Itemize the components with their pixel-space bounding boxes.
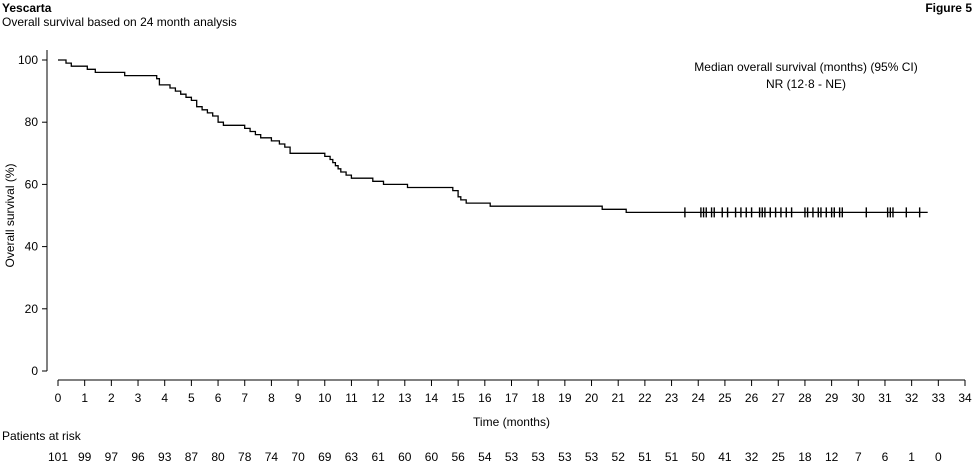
x-tick-label: 17 <box>505 391 519 405</box>
x-axis-title: Time (months) <box>473 415 550 429</box>
x-tick-label: 28 <box>798 391 812 405</box>
risk-count: 25 <box>772 450 786 464</box>
risk-count: 18 <box>798 450 812 464</box>
risk-count: 63 <box>345 450 359 464</box>
x-tick-label: 15 <box>451 391 465 405</box>
x-tick-label: 11 <box>345 391 358 405</box>
y-axis-title: Overall survival (%) <box>3 163 17 267</box>
risk-count: 70 <box>291 450 305 464</box>
x-tick-label: 4 <box>161 391 168 405</box>
median-os-value: NR (12·8 - NE) <box>766 77 846 91</box>
risk-count: 60 <box>425 450 439 464</box>
y-tick-label: 20 <box>25 302 39 316</box>
risk-count: 52 <box>612 450 626 464</box>
y-tick-label: 40 <box>25 240 39 254</box>
x-tick-label: 26 <box>745 391 759 405</box>
risk-count: 53 <box>558 450 572 464</box>
risk-count: 53 <box>585 450 599 464</box>
figure-label: Figure 5 <box>925 1 972 15</box>
x-tick-label: 18 <box>531 391 545 405</box>
risk-count: 99 <box>78 450 92 464</box>
x-tick-label: 2 <box>108 391 115 405</box>
x-tick-label: 14 <box>425 391 439 405</box>
x-tick-label: 0 <box>55 391 62 405</box>
x-tick-label: 30 <box>852 391 866 405</box>
y-tick-label: 100 <box>18 53 38 67</box>
risk-count: 32 <box>745 450 759 464</box>
x-tick-label: 20 <box>585 391 599 405</box>
median-os-label: Median overall survival (months) (95% CI… <box>694 60 917 74</box>
risk-count: 74 <box>265 450 279 464</box>
x-tick-label: 25 <box>718 391 732 405</box>
x-tick-label: 3 <box>135 391 142 405</box>
x-tick-label: 10 <box>318 391 332 405</box>
risk-count: 12 <box>825 450 839 464</box>
risk-count: 87 <box>185 450 199 464</box>
risk-count: 0 <box>935 450 942 464</box>
x-tick-label: 1 <box>81 391 88 405</box>
x-tick-label: 16 <box>478 391 492 405</box>
x-tick-label: 27 <box>772 391 786 405</box>
risk-count: 41 <box>718 450 732 464</box>
product-name: Yescarta <box>2 1 52 15</box>
x-tick-label: 12 <box>371 391 385 405</box>
risk-count: 69 <box>318 450 332 464</box>
risk-count: 80 <box>211 450 225 464</box>
x-tick-label: 6 <box>215 391 222 405</box>
x-tick-label: 19 <box>558 391 572 405</box>
x-tick-label: 8 <box>268 391 275 405</box>
x-tick-label: 13 <box>398 391 412 405</box>
risk-count: 93 <box>158 450 172 464</box>
risk-table-label: Patients at risk <box>2 429 82 443</box>
x-tick-label: 5 <box>188 391 195 405</box>
x-tick-label: 31 <box>878 391 892 405</box>
y-tick-label: 0 <box>31 364 38 378</box>
risk-count: 56 <box>451 450 465 464</box>
x-tick-label: 23 <box>665 391 679 405</box>
x-tick-label: 24 <box>692 391 706 405</box>
risk-count: 1 <box>908 450 915 464</box>
risk-count: 78 <box>238 450 252 464</box>
x-tick-label: 22 <box>638 391 652 405</box>
x-tick-label: 34 <box>958 391 972 405</box>
risk-count: 50 <box>692 450 706 464</box>
risk-count: 53 <box>505 450 519 464</box>
x-tick-label: 9 <box>295 391 302 405</box>
risk-count: 7 <box>855 450 862 464</box>
risk-count: 51 <box>665 450 679 464</box>
x-tick-label: 29 <box>825 391 839 405</box>
risk-count: 53 <box>531 450 545 464</box>
x-tick-label: 7 <box>241 391 248 405</box>
risk-count: 6 <box>882 450 889 464</box>
x-tick-label: 33 <box>932 391 946 405</box>
x-tick-label: 21 <box>612 391 626 405</box>
y-tick-label: 80 <box>25 115 39 129</box>
risk-count: 61 <box>371 450 385 464</box>
risk-count: 97 <box>105 450 119 464</box>
risk-count: 51 <box>638 450 652 464</box>
y-tick-label: 60 <box>25 177 39 191</box>
risk-count: 54 <box>478 450 492 464</box>
risk-count: 60 <box>398 450 412 464</box>
risk-count: 96 <box>131 450 145 464</box>
figure-subtitle: Overall survival based on 24 month analy… <box>2 15 237 29</box>
x-tick-label: 32 <box>905 391 919 405</box>
risk-count: 101 <box>48 450 68 464</box>
survival-curve <box>58 59 928 214</box>
